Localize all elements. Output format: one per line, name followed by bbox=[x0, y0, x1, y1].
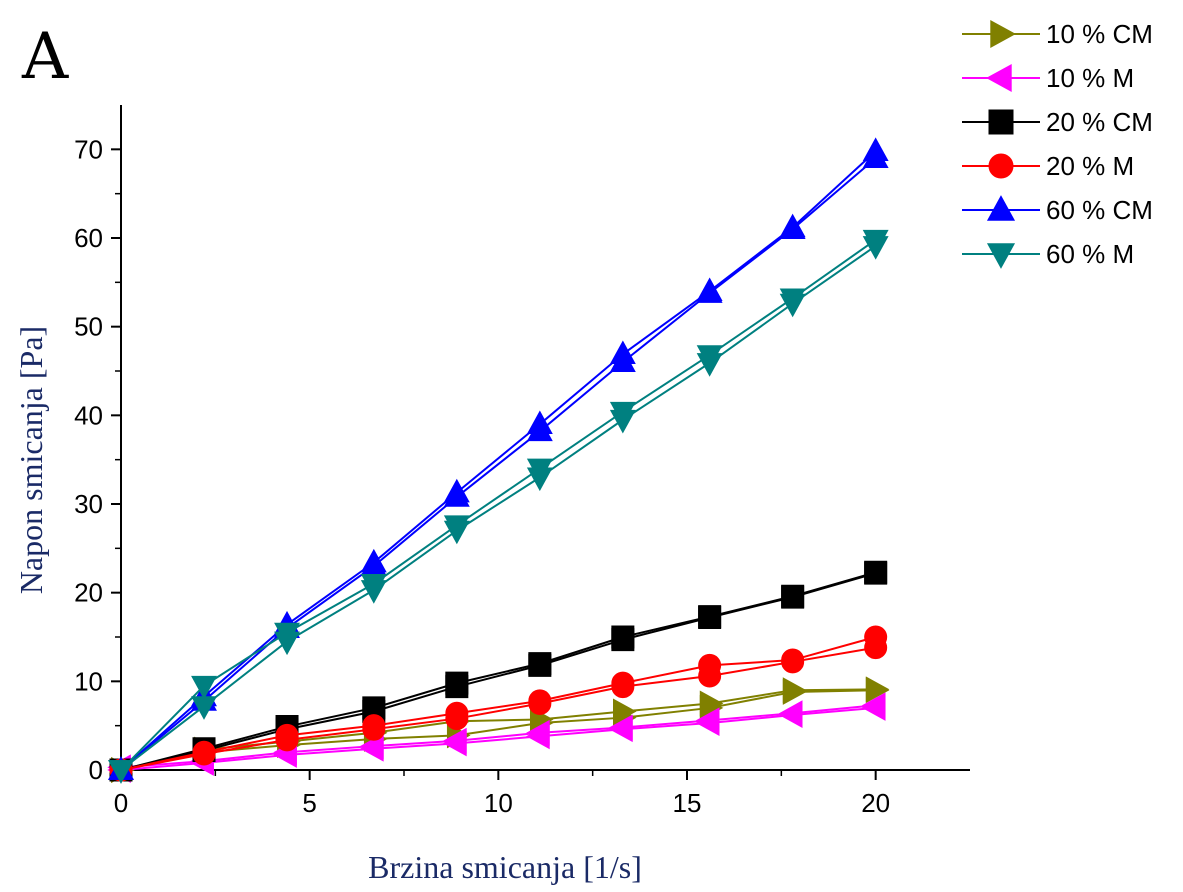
legend-item: 10 % M bbox=[962, 63, 1134, 93]
x-axis-title: Brzina smicanja [1/s] bbox=[368, 849, 642, 885]
x-tick-label: 5 bbox=[302, 788, 316, 818]
data-point bbox=[360, 580, 387, 604]
legend-label: 20 % M bbox=[1046, 151, 1134, 181]
series-20-m bbox=[109, 625, 888, 782]
data-point bbox=[698, 664, 722, 688]
x-tick-label: 0 bbox=[114, 788, 128, 818]
series-line-20-m-up bbox=[120, 636, 876, 771]
legend-marker bbox=[986, 243, 1016, 269]
axis-ticks: 0 5 10 15 20 0 10 20 30 40 50 60 70 bbox=[74, 134, 890, 818]
data-point bbox=[274, 631, 300, 656]
series-line-20-cm-down bbox=[120, 572, 876, 771]
panel-label: A bbox=[21, 20, 69, 94]
legend-label: 20 % CM bbox=[1046, 107, 1153, 137]
data-point bbox=[696, 279, 723, 303]
plot-axes bbox=[120, 105, 970, 771]
series-10-cm bbox=[111, 676, 890, 783]
data-point bbox=[781, 650, 805, 674]
series-line-20-m-down bbox=[120, 646, 876, 771]
series-line-60-m-up bbox=[120, 238, 877, 771]
legend-item: 60 % CM bbox=[962, 195, 1153, 225]
series-line-60-m-down bbox=[120, 245, 877, 771]
data-point bbox=[695, 710, 720, 736]
data-point bbox=[443, 483, 470, 507]
data-point bbox=[362, 717, 386, 741]
series-line-10-cm-up bbox=[120, 688, 876, 771]
data-point bbox=[528, 653, 552, 677]
y-tick-label: 40 bbox=[74, 400, 103, 430]
legend-label: 60 % CM bbox=[1046, 195, 1153, 225]
data-point bbox=[526, 467, 553, 492]
data-point bbox=[191, 675, 217, 700]
legend-label: 10 % CM bbox=[1046, 19, 1153, 49]
data-point bbox=[611, 675, 635, 699]
data-point bbox=[526, 723, 550, 750]
y-tick-label: 10 bbox=[74, 666, 103, 696]
y-tick-label: 70 bbox=[74, 134, 103, 164]
data-point bbox=[609, 409, 636, 434]
legend: 10 % CM 10 % M 20 % CM 20 % M 60 % CM 60 % M bbox=[962, 19, 1153, 269]
data-point bbox=[861, 694, 886, 721]
legend-item: 20 % CM bbox=[962, 107, 1153, 137]
data-point bbox=[445, 675, 469, 699]
series-line-10-m-down bbox=[120, 706, 876, 771]
data-point bbox=[360, 735, 384, 762]
data-point bbox=[528, 692, 552, 715]
y-tick-label: 30 bbox=[74, 489, 103, 519]
data-point bbox=[698, 605, 722, 629]
data-point bbox=[862, 236, 889, 260]
data-point bbox=[696, 353, 723, 377]
legend-label: 10 % M bbox=[1046, 63, 1134, 93]
series-line-10-m-up bbox=[120, 704, 876, 769]
data-point bbox=[191, 696, 217, 720]
x-tick-label: 10 bbox=[484, 788, 513, 818]
y-axis-title: Napon smicanja [Pa] bbox=[13, 326, 49, 594]
y-tick-label: 20 bbox=[74, 578, 103, 608]
legend-marker bbox=[986, 195, 1016, 221]
data-point bbox=[781, 585, 805, 609]
data-point bbox=[108, 760, 134, 784]
data-point bbox=[192, 742, 216, 766]
legend-marker bbox=[986, 63, 1012, 93]
legend-marker bbox=[990, 19, 1016, 49]
legend-item: 60 % M bbox=[962, 239, 1134, 269]
series-line-60-cm-up bbox=[120, 150, 877, 771]
legend-item: 20 % M bbox=[962, 151, 1134, 181]
data-point bbox=[275, 728, 299, 752]
legend-label: 60 % M bbox=[1046, 239, 1134, 269]
data-point bbox=[445, 707, 469, 731]
data-point bbox=[864, 561, 888, 585]
data-point bbox=[611, 628, 635, 652]
data-point bbox=[609, 716, 633, 743]
data-point bbox=[779, 293, 806, 318]
data-point bbox=[609, 348, 636, 372]
series-60-m bbox=[108, 229, 889, 784]
data-point bbox=[779, 215, 806, 239]
y-tick-label: 50 bbox=[74, 312, 103, 342]
y-tick-label: 0 bbox=[89, 755, 103, 785]
y-tick-label: 60 bbox=[74, 223, 103, 253]
x-tick-label: 20 bbox=[861, 788, 890, 818]
series-layer bbox=[107, 137, 890, 784]
data-point bbox=[443, 730, 467, 757]
series-line-10-cm-down bbox=[120, 689, 876, 771]
data-point bbox=[526, 417, 553, 442]
data-point bbox=[864, 636, 888, 660]
data-point bbox=[865, 677, 890, 704]
legend-marker bbox=[988, 109, 1014, 135]
data-point bbox=[443, 520, 470, 545]
series-line-60-cm-down bbox=[120, 157, 877, 771]
legend-marker bbox=[988, 153, 1014, 179]
legend-item: 10 % CM bbox=[962, 19, 1153, 49]
data-point bbox=[782, 679, 807, 705]
data-point bbox=[862, 144, 889, 169]
series-60-cm bbox=[108, 137, 889, 780]
data-point bbox=[778, 702, 803, 728]
x-tick-label: 15 bbox=[673, 788, 702, 818]
